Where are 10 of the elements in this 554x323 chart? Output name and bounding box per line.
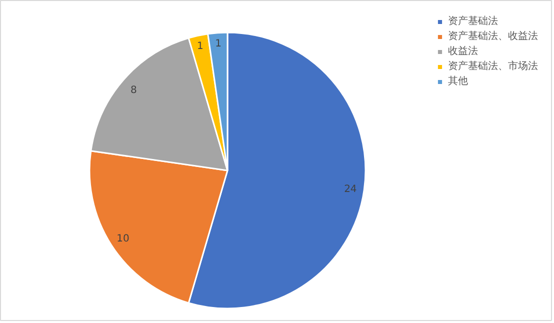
data-label: 24: [344, 184, 357, 196]
legend-label: 资产基础法、市场法: [448, 60, 538, 73]
legend-label: 资产基础法: [448, 14, 498, 28]
data-label: 1: [215, 38, 222, 50]
data-label: 8: [130, 85, 137, 96]
data-label: 10: [116, 234, 130, 245]
data-label: 1: [197, 41, 204, 52]
legend-label: 资产基础法、收益法: [448, 30, 538, 43]
legend-label: 其他: [448, 74, 468, 88]
legend-label: 收益法: [448, 44, 478, 58]
